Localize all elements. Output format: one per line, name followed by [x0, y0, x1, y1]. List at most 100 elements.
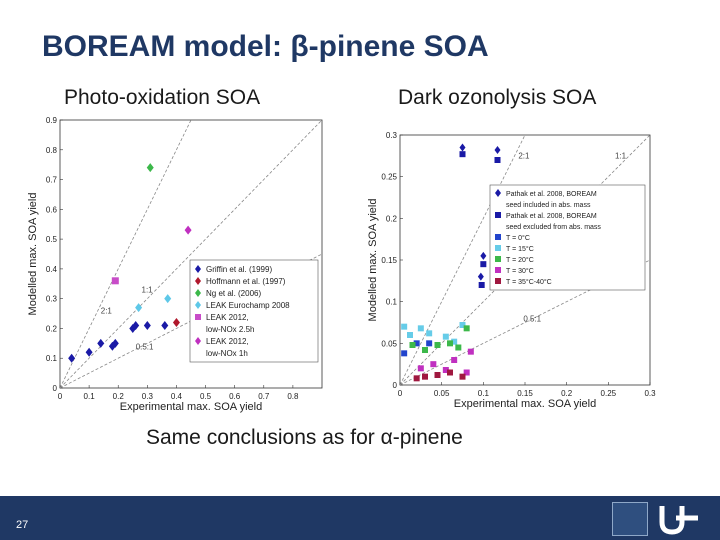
data-point: [467, 348, 474, 355]
data-point: [447, 340, 453, 347]
y-tick-label: 0.3: [46, 295, 58, 304]
x-tick-label: 0.05: [434, 389, 450, 398]
data-point: [434, 342, 441, 348]
data-point: [459, 373, 466, 380]
data-point: [494, 146, 501, 154]
y-tick-label: 0.05: [381, 339, 397, 348]
legend-label: T = 15°C: [506, 245, 534, 253]
x-tick-label: 0.8: [287, 392, 299, 401]
data-point: [85, 347, 93, 357]
legend-label: Ng et al. (2006): [206, 289, 261, 298]
reference-line-label: 1:1: [615, 151, 627, 160]
legend-marker: [495, 278, 501, 284]
data-point: [426, 330, 433, 337]
y-tick-label: 0.4: [46, 265, 58, 274]
legend-marker: [495, 245, 501, 251]
y-axis-label: Modelled max. SOA yield: [27, 193, 39, 316]
data-point: [478, 282, 485, 288]
data-point: [426, 340, 433, 347]
legend-box: [489, 184, 646, 291]
data-point: [494, 157, 501, 163]
photo-oxidation-chart: 0 0.1 0.2 0.3 0.4 0.5 0.6 0.7 0.8 0 0.1 0.2 0.3 0.4 0.…: [27, 116, 323, 413]
y-tick-label: 0.2: [46, 324, 58, 333]
y-tick-label: 0.8: [46, 146, 58, 155]
legend-marker: [195, 277, 201, 285]
conclusion-text: Same conclusions as for α-pinene: [146, 426, 463, 449]
x-tick-label: 0.1: [84, 392, 96, 401]
data-point: [422, 373, 428, 380]
data-point: [172, 317, 180, 327]
legend-marker: [195, 289, 201, 297]
data-point: [477, 272, 484, 281]
data-point: [417, 365, 424, 372]
data-point: [480, 251, 487, 260]
x-tick-label: 0.3: [644, 389, 656, 398]
legend-label: seed excluded from abs. mass: [506, 224, 601, 231]
data-point: [480, 261, 487, 268]
x-tick-label: 0.25: [601, 389, 617, 398]
data-point: [451, 338, 458, 345]
x-tick-label: 0.3: [142, 392, 154, 401]
legend-marker: [195, 301, 201, 309]
data-point: [401, 323, 408, 330]
y-tick-label: 0: [53, 384, 58, 393]
data-point: [422, 347, 428, 353]
legend-label: LEAK Eurochamp 2008: [206, 301, 290, 310]
y-tick-label: 0.1: [386, 298, 398, 307]
dark-ozonolysis-subtitle: Dark ozonolysis SOA: [398, 86, 597, 109]
reference-line-label: 2:1: [101, 307, 113, 316]
photo-oxidation-subtitle: Photo-oxidation SOA: [64, 86, 261, 109]
y-tick-label: 0.3: [386, 131, 398, 140]
data-point: [459, 322, 466, 328]
data-point: [161, 320, 169, 330]
page-number: 27: [16, 519, 29, 531]
footer-bar: [0, 496, 720, 540]
legend-label: Griffin et al. (1999): [206, 265, 272, 274]
data-point: [135, 303, 143, 313]
legend-marker: [495, 189, 501, 197]
legend-label: LEAK 2012,: [206, 313, 249, 322]
x-tick-label: 0.1: [478, 389, 490, 398]
legend-label: T = 20°C: [506, 256, 534, 264]
data-point: [111, 277, 119, 285]
legend-label: T = 30°C: [506, 267, 534, 275]
data-point: [463, 325, 470, 332]
data-point: [413, 375, 420, 382]
legend-label: T = 0°C: [506, 234, 530, 242]
data-point: [434, 372, 441, 378]
data-point: [143, 320, 151, 330]
y-tick-label: 0.5: [46, 235, 58, 244]
x-tick-label: 0.4: [171, 392, 183, 401]
reference-line-label: 1:1: [142, 286, 154, 295]
x-tick-label: 0: [398, 389, 403, 398]
data-point: [459, 143, 466, 152]
y-axis-label: Modelled max. SOA yield: [367, 199, 379, 322]
x-tick-label: 0: [58, 392, 63, 401]
data-point: [442, 367, 449, 373]
legend-label: seed included in abs. mass: [506, 202, 591, 209]
x-tick-label: 0.5: [200, 392, 212, 401]
data-point: [447, 369, 453, 376]
data-point: [463, 369, 470, 376]
data-point: [108, 341, 116, 351]
x-axis-label: Experimental max. SOA yield: [454, 398, 596, 410]
legend-label: LEAK 2012,: [206, 337, 249, 346]
x-tick-label: 0.2: [561, 389, 573, 398]
data-point: [164, 294, 172, 304]
y-tick-label: 0: [393, 381, 398, 390]
legend-label: Hoffmann et al. (1997): [206, 277, 286, 286]
legend-marker: [195, 337, 201, 345]
data-point: [97, 338, 105, 348]
data-point: [417, 325, 424, 332]
y-tick-label: 0.6: [46, 205, 58, 214]
legend-label: low-NOx 1h: [206, 349, 248, 358]
x-tick-label: 0.7: [258, 392, 270, 401]
data-point: [111, 338, 119, 348]
data-point: [413, 340, 420, 347]
data-point: [146, 163, 154, 173]
slide-title: BOREAM model: β-pinene SOA: [42, 30, 489, 63]
data-point: [430, 361, 437, 368]
data-point: [459, 151, 466, 158]
data-point: [184, 225, 192, 235]
legend-marker: [195, 265, 201, 273]
